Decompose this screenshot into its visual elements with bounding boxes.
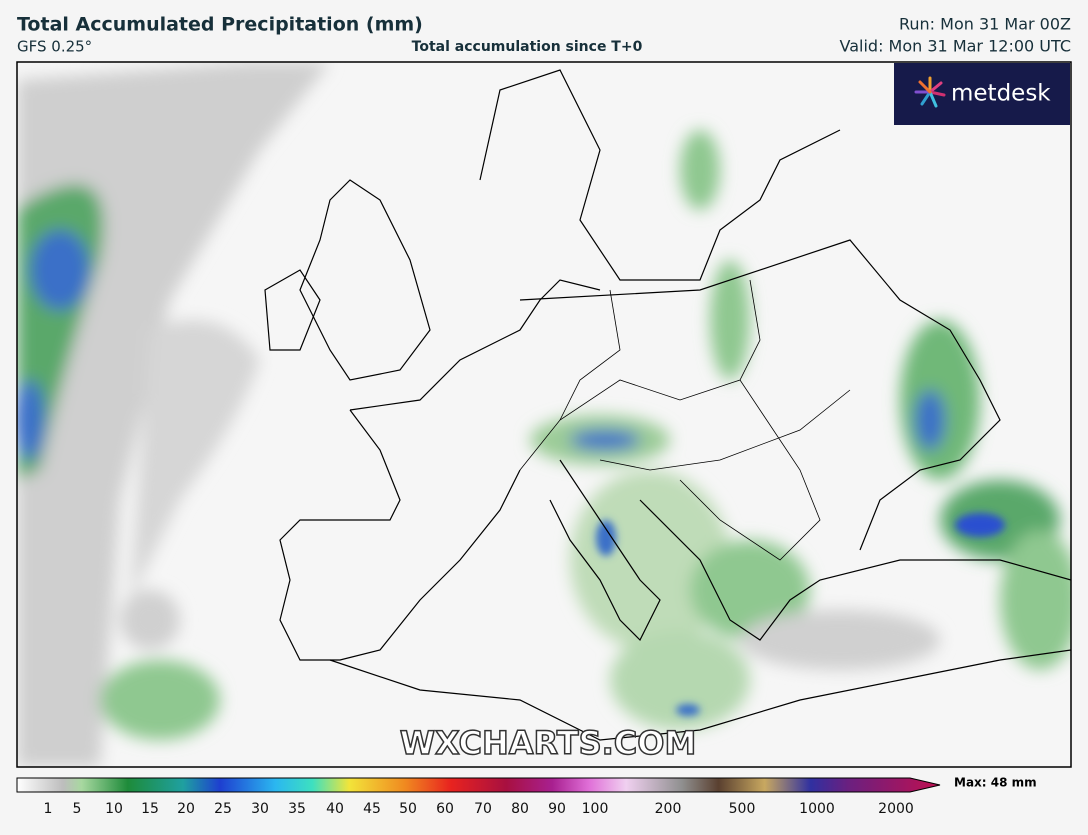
colorbar-label: 80 [511, 801, 529, 817]
run-time: Run: Mon 31 Mar 00Z [899, 15, 1071, 34]
model: GFS 0.25° [17, 38, 92, 56]
colorbar-label: 45 [363, 801, 381, 817]
colorbar-label: 100 [582, 801, 609, 817]
colorbar: Max: 48 mm 1 5 10 15 20 25 30 35 40 45 50 60 70 80 90 1… [16, 776, 1037, 817]
colorbar-label: 10 [105, 801, 123, 817]
precip-field [17, 62, 1071, 767]
subtitle: Total accumulation since T+0 [412, 39, 643, 55]
watermark: WXCHARTS.COM [400, 724, 697, 762]
colorbar-label: 30 [251, 801, 269, 817]
colorbar-label: 25 [214, 801, 232, 817]
colorbar-label: 35 [288, 801, 306, 817]
colorbar-label: 5 [73, 801, 82, 817]
title: Total Accumulated Precipitation (mm) [17, 14, 423, 36]
logo-text: metdesk [951, 81, 1051, 107]
colorbar-label: 40 [326, 801, 344, 817]
colorbar-label: 60 [436, 801, 454, 817]
valid-time: Valid: Mon 31 Mar 12:00 UTC [840, 37, 1071, 56]
colorbar-label: 500 [729, 801, 756, 817]
colorbar-label: 15 [141, 801, 159, 817]
map-frame [16, 61, 1072, 768]
colorbar-label: 20 [177, 801, 195, 817]
colorbar-label: 50 [399, 801, 417, 817]
borders [519, 279, 851, 561]
coastlines [264, 69, 1071, 741]
max-label: Max: 48 mm [954, 776, 1037, 790]
colorbar-label: 1 [44, 801, 53, 817]
colorbar-label: 2000 [878, 801, 914, 817]
colorbar-label: 70 [474, 801, 492, 817]
colorbar-label: 200 [655, 801, 682, 817]
colorbar-label: 1000 [799, 801, 835, 817]
logo-box: metdesk [894, 63, 1070, 125]
colorbar-label: 90 [548, 801, 566, 817]
map [17, 62, 1071, 767]
